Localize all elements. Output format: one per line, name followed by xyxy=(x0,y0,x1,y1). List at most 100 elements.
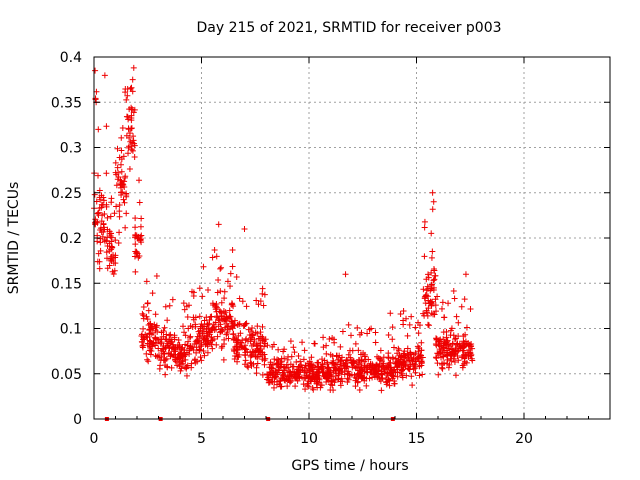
data-point xyxy=(130,109,137,116)
data-point xyxy=(92,95,99,102)
data-point xyxy=(287,338,294,345)
data-point xyxy=(136,199,143,206)
data-point xyxy=(435,371,442,378)
data-point xyxy=(299,364,306,371)
data-point xyxy=(164,317,171,324)
data-point xyxy=(199,293,206,300)
data-point xyxy=(95,172,102,179)
data-point xyxy=(210,325,217,332)
data-point xyxy=(274,360,281,367)
data-point xyxy=(415,354,422,361)
data-point xyxy=(444,349,451,356)
data-point xyxy=(132,248,139,255)
data-point xyxy=(283,361,290,368)
data-point xyxy=(456,340,463,347)
data-point xyxy=(347,347,354,354)
data-point xyxy=(214,313,221,320)
data-point xyxy=(399,367,406,374)
data-point xyxy=(109,268,116,275)
data-point xyxy=(108,195,115,202)
data-point xyxy=(415,319,422,326)
data-point xyxy=(104,214,111,221)
data-point xyxy=(97,247,104,254)
data-point xyxy=(112,252,119,259)
data-point xyxy=(233,274,240,281)
data-point xyxy=(386,382,393,389)
data-point xyxy=(352,383,359,390)
data-point xyxy=(143,350,150,357)
data-point xyxy=(204,343,211,350)
data-point xyxy=(100,228,107,235)
data-point xyxy=(215,323,222,330)
data-point xyxy=(213,253,220,260)
data-point xyxy=(152,311,159,318)
data-point xyxy=(247,359,254,366)
data-point xyxy=(248,328,255,335)
data-point xyxy=(257,298,264,305)
data-point xyxy=(323,350,330,357)
data-point xyxy=(153,273,160,280)
data-point xyxy=(464,340,471,347)
data-point xyxy=(330,357,337,364)
data-point xyxy=(425,271,432,278)
data-point xyxy=(225,335,232,342)
data-point xyxy=(344,379,351,386)
data-point xyxy=(330,387,337,394)
data-point xyxy=(416,372,423,379)
data-point xyxy=(309,366,316,373)
data-point xyxy=(146,327,153,334)
x-tick-label: 10 xyxy=(300,431,318,447)
data-point xyxy=(361,351,368,358)
data-point xyxy=(357,372,364,379)
data-point xyxy=(447,350,454,357)
data-point xyxy=(445,300,452,307)
data-point xyxy=(193,344,200,351)
data-point xyxy=(181,306,188,313)
data-point xyxy=(421,218,428,225)
data-point xyxy=(429,298,436,305)
data-point xyxy=(125,125,132,132)
data-point xyxy=(215,276,222,283)
data-point xyxy=(469,357,476,364)
data-point xyxy=(327,369,334,376)
data-point xyxy=(204,321,211,328)
data-point xyxy=(421,295,428,302)
data-point xyxy=(297,358,304,365)
data-point xyxy=(387,310,394,317)
data-point xyxy=(234,321,241,328)
data-point xyxy=(121,199,128,206)
data-point xyxy=(231,317,238,324)
data-point xyxy=(271,375,278,382)
data-point xyxy=(365,356,372,363)
data-point xyxy=(140,325,147,332)
data-point xyxy=(264,342,271,349)
data-point xyxy=(299,339,306,346)
data-point xyxy=(126,106,133,113)
data-point xyxy=(268,364,275,371)
data-point xyxy=(434,293,441,300)
data-point xyxy=(247,338,254,345)
data-point xyxy=(451,295,458,302)
data-point xyxy=(126,166,133,173)
data-point xyxy=(243,303,250,310)
data-point xyxy=(214,333,221,340)
data-point xyxy=(117,184,124,191)
data-point xyxy=(418,339,425,346)
data-point xyxy=(335,375,342,382)
data-point xyxy=(405,355,412,362)
data-point xyxy=(273,360,280,367)
data-point xyxy=(284,356,291,363)
data-point xyxy=(194,333,201,340)
data-point xyxy=(432,354,439,361)
data-point xyxy=(220,356,227,363)
data-point xyxy=(425,322,432,329)
data-point xyxy=(103,237,110,244)
data-point xyxy=(426,300,433,307)
y-tick-label: 0 xyxy=(73,412,82,428)
data-point xyxy=(116,213,123,220)
data-point xyxy=(468,343,475,350)
data-point xyxy=(428,310,435,317)
data-point xyxy=(271,356,278,363)
data-point xyxy=(230,330,237,337)
data-point xyxy=(412,350,419,357)
